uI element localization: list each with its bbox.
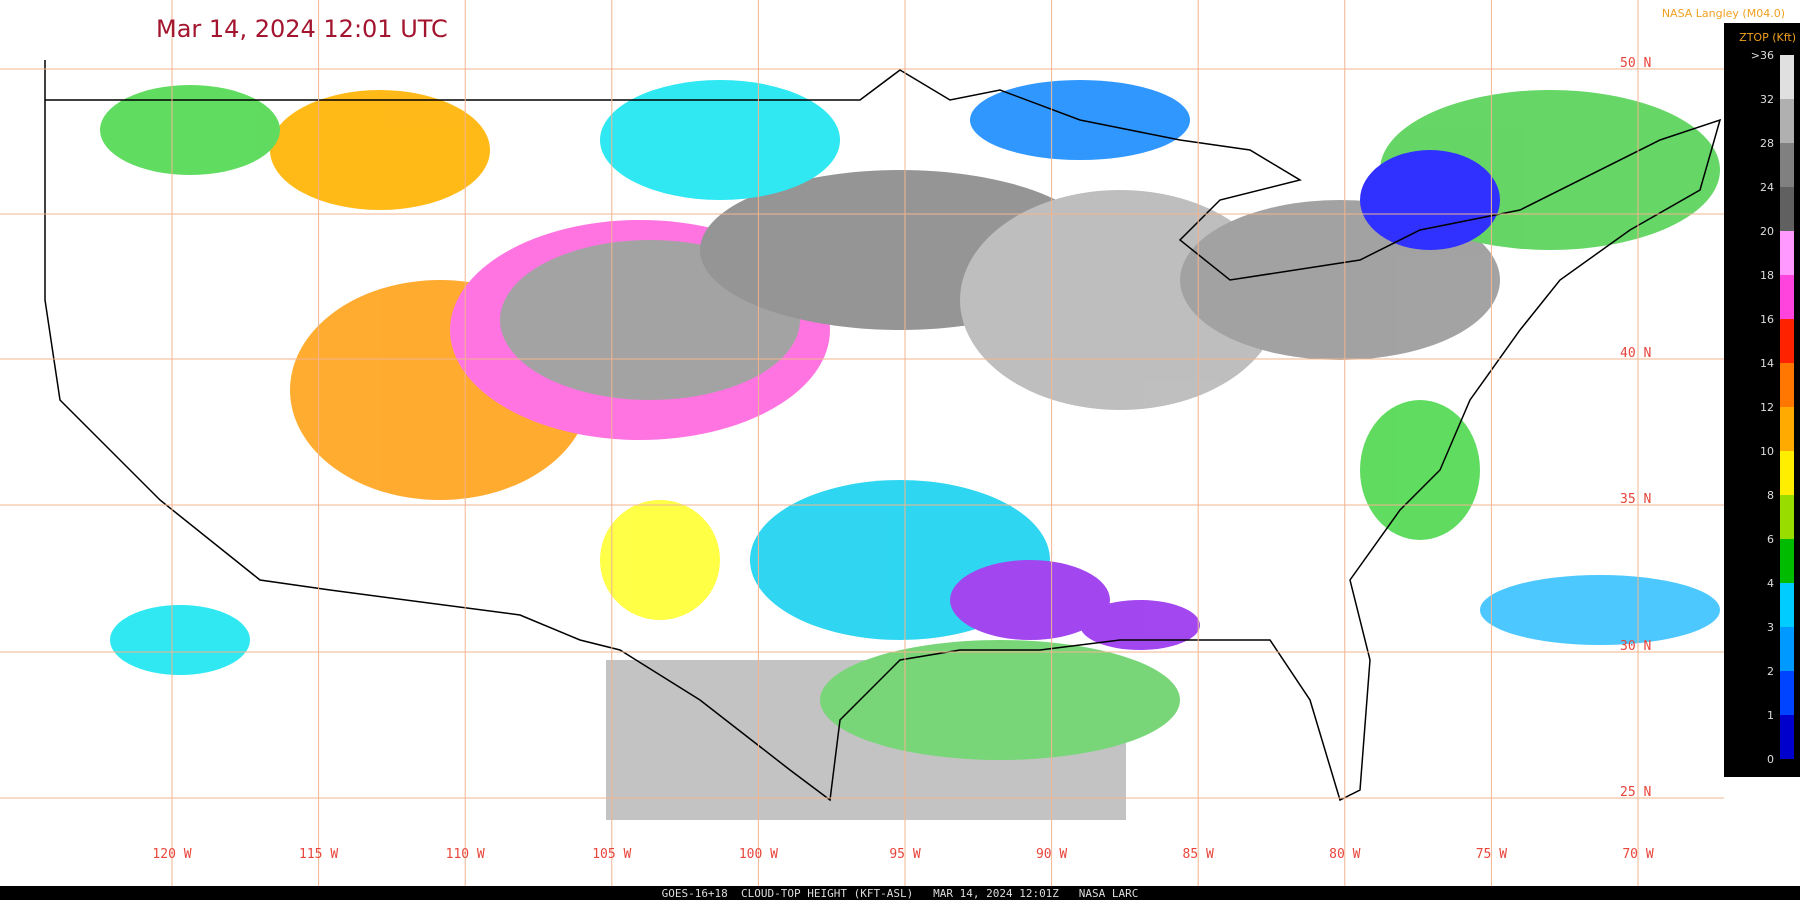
colorbar-tick-label: 8 [1767, 489, 1774, 502]
colorbar-band [1780, 583, 1794, 627]
colorbar-tick-label: 14 [1760, 357, 1774, 370]
colorbar-tick-label: 20 [1760, 225, 1774, 238]
colorbar-tick-label: 3 [1767, 621, 1774, 634]
colorbar-band [1780, 495, 1794, 539]
credit: NASA Langley (M04.0) [1662, 7, 1785, 20]
colorbar-tick-label: 32 [1760, 93, 1774, 106]
colorbar-tick-label: 2 [1767, 665, 1774, 678]
longitude-label: 95 W [889, 847, 920, 862]
colorbar-tick-label: 12 [1760, 401, 1774, 414]
longitude-label: 70 W [1622, 847, 1653, 862]
colorbar-tick-label: 24 [1760, 181, 1774, 194]
cloud-region [600, 500, 720, 620]
latitude-label: 35 N [1620, 492, 1651, 507]
cloud-region [1480, 575, 1720, 645]
colorbar-band [1780, 363, 1794, 407]
colorbar-band [1780, 99, 1794, 143]
colorbar-band [1780, 715, 1794, 759]
colorbar-band [1780, 627, 1794, 671]
colorbar-tick-label: 18 [1760, 269, 1774, 282]
longitude-label: 105 W [592, 847, 631, 862]
colorbar-band [1780, 407, 1794, 451]
colorbar-band [1780, 55, 1794, 99]
longitude-label: 75 W [1476, 847, 1507, 862]
longitude-label: 120 W [152, 847, 191, 862]
colorbar-band [1780, 539, 1794, 583]
colorbar-tick-label: 28 [1760, 137, 1774, 150]
cloud-region [600, 80, 840, 200]
cloud-region [1360, 400, 1480, 540]
colorbar-tick-label: 4 [1767, 577, 1774, 590]
colorbar-tick-label: >36 [1751, 49, 1774, 62]
cloud-region [1360, 150, 1500, 250]
colorbar-tick-label: 16 [1760, 313, 1774, 326]
latitude-label: 40 N [1620, 346, 1651, 361]
colorbar-band [1780, 143, 1794, 187]
longitude-label: 110 W [446, 847, 485, 862]
footer-text: GOES-16+18 CLOUD-TOP HEIGHT (KFT-ASL) MA… [662, 887, 1139, 900]
footer-bar [0, 886, 1800, 900]
colorbar-tick-label: 0 [1767, 753, 1774, 766]
longitude-label: 100 W [739, 847, 778, 862]
cloud-region [100, 85, 280, 175]
colorbar-band [1780, 187, 1794, 231]
longitude-label: 115 W [299, 847, 338, 862]
cloud-region [950, 560, 1110, 640]
colorbar-band [1780, 671, 1794, 715]
cloud-region [270, 90, 490, 210]
colorbar-band [1780, 319, 1794, 363]
legend-title: ZTOP (Kft) [1739, 31, 1796, 44]
graticule-labels: 50 N 40 N 35 N 30 N 25 N 120 W 115 W 110 W 105 W… [152, 56, 1653, 862]
colorbar-band [1780, 231, 1794, 275]
map-title: Mar 14, 2024 12:01 UTC [156, 15, 448, 43]
cloud-region [1080, 600, 1200, 650]
longitude-label: 85 W [1183, 847, 1214, 862]
coastline [44, 60, 1722, 802]
longitude-label: 90 W [1036, 847, 1067, 862]
latitude-label: 50 N [1620, 56, 1651, 71]
colorbar-tick-label: 6 [1767, 533, 1774, 546]
cloud-region [110, 605, 250, 675]
graticule [0, 0, 1724, 886]
latitude-label: 30 N [1620, 639, 1651, 654]
latitude-label: 25 N [1620, 785, 1651, 800]
longitude-label: 80 W [1329, 847, 1360, 862]
colorbar-band [1780, 451, 1794, 495]
colorbar-band [1780, 275, 1794, 319]
colorbar-tick-label: 10 [1760, 445, 1774, 458]
colorbar-tick-label: 1 [1767, 709, 1774, 722]
cloud-region [820, 640, 1180, 760]
